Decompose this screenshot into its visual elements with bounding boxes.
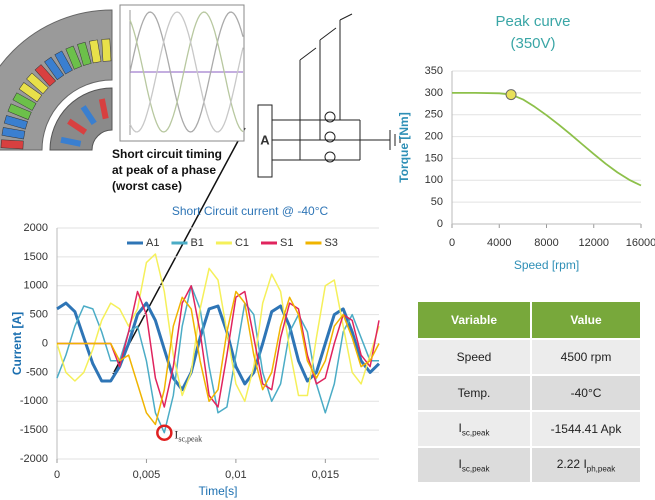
table-cell: Isc,peak <box>418 447 531 482</box>
table-cell: 2.22 Iph,peak <box>531 447 640 482</box>
cell-text: -40°C <box>571 386 602 400</box>
y-tick-label: 1500 <box>24 251 48 263</box>
header-cell: Variable <box>418 302 531 339</box>
circuit-label: A <box>260 132 270 147</box>
cell-subscript: ph,peak <box>587 464 615 473</box>
y-tick-label: 250 <box>425 109 443 121</box>
legend-label: A1 <box>146 237 159 249</box>
x-axis-label: Time[s] <box>199 484 238 498</box>
y-axis-label: Current [A] <box>10 312 24 375</box>
y-tick-label: -2000 <box>20 453 48 465</box>
results-table: Variable Value Speed 4500 rpm Temp. -40°C Is… <box>418 302 640 482</box>
legend-label: C1 <box>235 237 249 249</box>
x-axis-label: Speed [rpm] <box>514 258 579 272</box>
x-tick-label: 0 <box>54 469 60 481</box>
chart-title: Peak curve <box>495 13 570 30</box>
cell-text: 2.22 I <box>557 457 587 471</box>
y-tick-label: 150 <box>425 152 443 164</box>
annotation: Short circuit timing <box>112 147 222 161</box>
motor-slot <box>1 140 23 149</box>
circuit <box>258 14 400 177</box>
table-cell: Speed <box>418 339 531 375</box>
table-row: Isc,peak -1544.41 Apk <box>418 411 640 447</box>
cell-text: 4500 rpm <box>561 350 612 364</box>
x-tick-label: 0,005 <box>133 469 161 481</box>
cell-text: Speed <box>457 350 492 364</box>
x-tick-label: 0,015 <box>312 469 340 481</box>
table-cell: -40°C <box>531 375 640 411</box>
y-tick-label: 1000 <box>24 280 48 292</box>
legend-label: S1 <box>280 237 293 249</box>
legend-label: B1 <box>190 237 203 249</box>
y-tick-label: 50 <box>431 196 443 208</box>
x-tick-label: 4000 <box>487 237 511 249</box>
circuit-switches <box>300 14 352 160</box>
x-tick-label: 0 <box>449 237 455 249</box>
y-tick-label: 0 <box>437 218 443 230</box>
peak-marker <box>506 90 516 100</box>
y-tick-label: 0 <box>42 337 48 349</box>
table-header: Variable Value <box>418 302 640 339</box>
table-row: Temp. -40°C <box>418 375 640 411</box>
annotation: at peak of a phase <box>112 163 216 177</box>
cell-text: Temp. <box>458 386 491 400</box>
cell-subscript: sc,peak <box>462 464 490 473</box>
x-tick-label: 0,01 <box>225 469 246 481</box>
chart-subtitle: (350V) <box>510 35 555 52</box>
y-axis-label: Torque [Nm] <box>397 112 411 182</box>
y-tick-label: 100 <box>425 174 443 186</box>
x-tick-label: 12000 <box>578 237 609 249</box>
circuit-wires <box>272 120 400 160</box>
header-cell: Value <box>531 302 640 339</box>
y-tick-label: 200 <box>425 130 443 142</box>
y-tick-label: -500 <box>26 366 48 378</box>
annotation: (worst case) <box>112 179 182 193</box>
table-row: Speed 4500 rpm <box>418 339 640 375</box>
table-cell: -1544.41 Apk <box>531 411 640 447</box>
y-tick-label: 2000 <box>24 222 48 234</box>
motor-slot <box>102 39 111 61</box>
series-line <box>452 93 641 186</box>
y-tick-label: -1000 <box>20 395 48 407</box>
table-cell: Isc,peak <box>418 411 531 447</box>
x-tick-label: 16000 <box>626 237 655 249</box>
y-tick-label: -1500 <box>20 424 48 436</box>
chart-title: Short Circuit current @ -40°C <box>172 204 329 218</box>
table-cell: 4500 rpm <box>531 339 640 375</box>
legend-label: S3 <box>324 237 337 249</box>
y-tick-label: 500 <box>30 309 48 321</box>
y-tick-label: 300 <box>425 87 443 99</box>
cell-text: -1544.41 Apk <box>551 422 622 436</box>
y-tick-label: 350 <box>425 65 443 77</box>
page: A Short circuit timing at peak of a phas… <box>0 0 655 500</box>
cell-subscript: sc,peak <box>462 428 490 437</box>
annotation-sub: sc,peak <box>178 435 202 444</box>
table-cell: Temp. <box>418 375 531 411</box>
x-tick-label: 8000 <box>534 237 558 249</box>
series-line <box>57 303 379 390</box>
